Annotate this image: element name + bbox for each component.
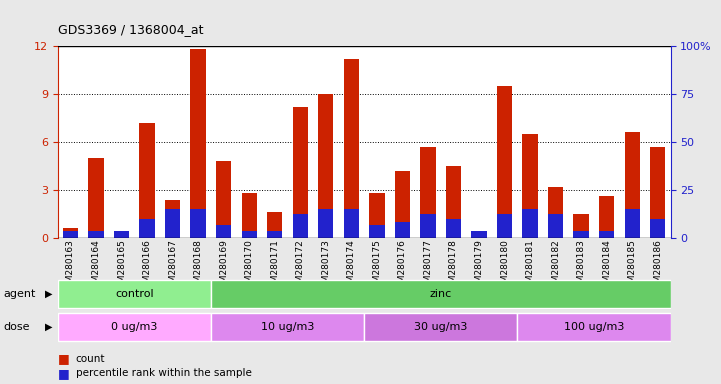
Bar [420,147,435,238]
Bar [497,214,512,238]
Text: dose: dose [4,322,30,332]
Bar [518,313,671,341]
Bar [63,228,78,238]
Text: 100 ug/m3: 100 ug/m3 [564,322,624,332]
Bar [211,313,364,341]
Bar [472,237,487,238]
Bar [446,219,461,238]
Bar [58,280,211,308]
Text: control: control [115,289,154,299]
Bar [267,231,283,238]
Text: 30 ug/m3: 30 ug/m3 [414,322,467,332]
Bar [165,209,180,238]
Text: GDS3369 / 1368004_at: GDS3369 / 1368004_at [58,23,203,36]
Bar [650,219,665,238]
Bar [114,237,129,238]
Bar [369,225,384,238]
Bar [599,197,614,238]
Text: ▶: ▶ [45,289,52,299]
Bar [548,187,563,238]
Bar [190,49,205,238]
Bar [364,313,518,341]
Bar [573,214,589,238]
Text: ■: ■ [58,353,69,366]
Bar [548,214,563,238]
Text: percentile rank within the sample: percentile rank within the sample [76,368,252,378]
Bar [344,209,359,238]
Bar [650,147,665,238]
Text: ■: ■ [58,367,69,380]
Bar [395,171,410,238]
Bar [114,231,129,238]
Bar [216,225,231,238]
Bar [211,280,671,308]
Bar [139,219,155,238]
Bar [472,231,487,238]
Bar [573,231,589,238]
Bar [242,231,257,238]
Text: zinc: zinc [430,289,452,299]
Text: ▶: ▶ [45,322,52,332]
Bar [523,134,538,238]
Bar [446,166,461,238]
Text: count: count [76,354,105,364]
Bar [216,161,231,238]
Text: 10 ug/m3: 10 ug/m3 [261,322,314,332]
Bar [293,214,308,238]
Bar [395,222,410,238]
Bar [89,158,104,238]
Bar [58,313,211,341]
Bar [624,209,640,238]
Text: agent: agent [4,289,36,299]
Bar [420,214,435,238]
Bar [242,193,257,238]
Bar [318,94,333,238]
Bar [165,200,180,238]
Bar [523,209,538,238]
Text: 0 ug/m3: 0 ug/m3 [111,322,157,332]
Bar [89,231,104,238]
Bar [624,132,640,238]
Bar [599,231,614,238]
Bar [318,209,333,238]
Bar [369,193,384,238]
Bar [139,123,155,238]
Bar [344,59,359,238]
Bar [267,212,283,238]
Bar [190,209,205,238]
Bar [497,86,512,238]
Bar [293,107,308,238]
Bar [63,231,78,238]
